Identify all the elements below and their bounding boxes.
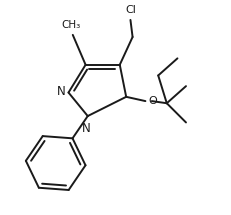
Text: O: O bbox=[149, 96, 157, 106]
Text: N: N bbox=[82, 123, 91, 135]
Text: CH₃: CH₃ bbox=[61, 20, 80, 29]
Text: N: N bbox=[57, 85, 65, 98]
Text: Cl: Cl bbox=[125, 5, 136, 15]
